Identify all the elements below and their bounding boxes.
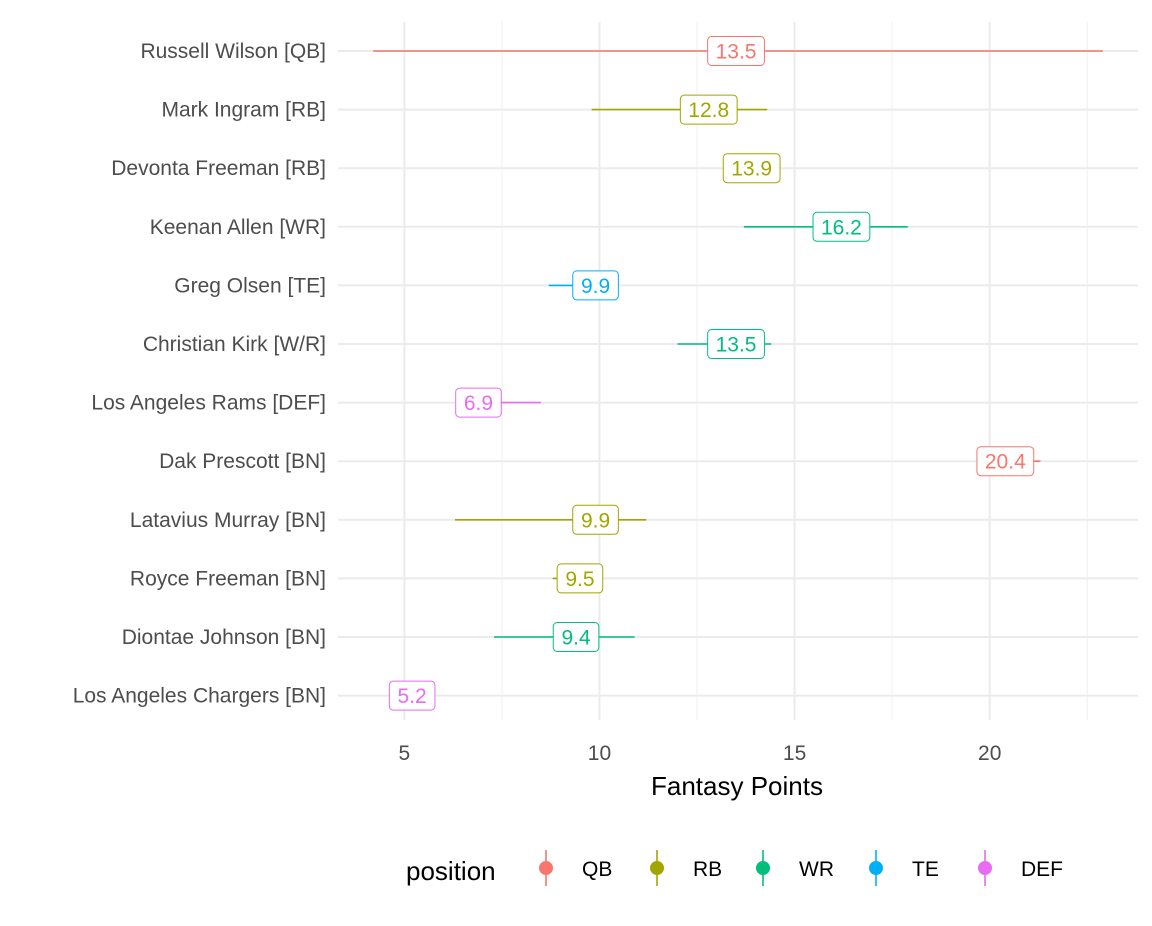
value-label-box bbox=[552, 622, 600, 652]
value-label: 13.9 bbox=[731, 158, 772, 181]
value-label: 12.8 bbox=[688, 99, 729, 122]
player-mark: 9.4 bbox=[494, 622, 635, 652]
value-label-box bbox=[572, 270, 619, 301]
value-label-box bbox=[722, 153, 781, 184]
player-mark: 12.8 bbox=[591, 94, 768, 125]
legend-label: QB bbox=[582, 858, 612, 881]
x-tick-label: 20 bbox=[978, 742, 1001, 765]
value-label: 20.4 bbox=[985, 451, 1026, 474]
x-tick-label: 15 bbox=[783, 742, 806, 765]
y-axis-labels: Russell Wilson [QB] Mark Ingram [RB] Devon… bbox=[73, 40, 326, 708]
legend-entry: TE bbox=[869, 850, 939, 886]
player-mark: 13.9 bbox=[722, 153, 781, 184]
legend-key-point bbox=[978, 861, 992, 875]
y-tick-label: Greg Olsen [TE] bbox=[174, 274, 326, 297]
y-tick-label: Christian Kirk [W/R] bbox=[143, 333, 326, 356]
x-axis-title: Fantasy Points bbox=[651, 771, 823, 801]
legend-key-point bbox=[869, 861, 883, 875]
value-label-box bbox=[572, 504, 619, 535]
value-label: 5.2 bbox=[398, 685, 427, 708]
legend-key-point bbox=[650, 861, 664, 875]
legend-entry: WR bbox=[756, 850, 834, 886]
legend: position QB RB WR TE DEF bbox=[406, 850, 1063, 886]
y-tick-label: Dak Prescott [BN] bbox=[159, 450, 326, 473]
x-tick-label: 5 bbox=[398, 742, 410, 765]
value-label-box bbox=[556, 563, 604, 594]
data-marks: 13.5 12.8 13.9 16.2 9.9 13.5 6.9 20.4 9.9 9.5 9.4 5… bbox=[373, 36, 1103, 711]
legend-entry: QB bbox=[539, 850, 612, 886]
value-label: 9.9 bbox=[581, 275, 610, 298]
y-tick-label: Devonta Freeman [RB] bbox=[111, 157, 326, 180]
legend-label: TE bbox=[912, 858, 939, 881]
y-tick-label: Mark Ingram [RB] bbox=[161, 99, 326, 122]
legend-title: position bbox=[406, 856, 496, 886]
x-tick-label: 10 bbox=[588, 742, 611, 765]
value-label-box bbox=[707, 36, 765, 66]
player-mark: 16.2 bbox=[743, 211, 908, 242]
legend-key-point bbox=[756, 861, 770, 875]
value-label: 13.5 bbox=[716, 41, 757, 64]
y-tick-label: Diontae Johnson [BN] bbox=[122, 626, 326, 649]
legend-label: DEF bbox=[1021, 858, 1063, 881]
y-tick-label: Los Angeles Rams [DEF] bbox=[91, 392, 326, 415]
x-axis-ticks: 5 10 15 20 bbox=[398, 742, 1001, 765]
value-label: 9.9 bbox=[581, 509, 610, 532]
legend-key-point bbox=[539, 861, 553, 875]
player-mark: 13.5 bbox=[373, 36, 1103, 66]
value-label: 9.4 bbox=[561, 627, 591, 650]
value-label-box bbox=[455, 387, 502, 418]
y-tick-label: Los Angeles Chargers [BN] bbox=[73, 685, 326, 708]
legend-entry: DEF bbox=[978, 850, 1063, 886]
player-mark: 9.9 bbox=[548, 270, 619, 301]
value-label: 13.5 bbox=[716, 334, 757, 357]
legend-label: RB bbox=[693, 858, 722, 881]
value-label-box bbox=[388, 680, 436, 711]
value-label-box bbox=[707, 329, 765, 359]
player-mark: 9.9 bbox=[455, 504, 647, 535]
value-label: 6.9 bbox=[464, 392, 493, 415]
value-label: 9.5 bbox=[565, 568, 594, 591]
player-mark: 9.5 bbox=[552, 563, 604, 594]
player-mark: 20.4 bbox=[976, 446, 1041, 477]
y-tick-label: Royce Freeman [BN] bbox=[130, 567, 326, 590]
y-tick-label: Russell Wilson [QB] bbox=[140, 40, 326, 63]
grid bbox=[338, 22, 1138, 720]
value-label: 16.2 bbox=[821, 216, 862, 239]
value-label-box bbox=[812, 211, 871, 242]
player-mark: 5.2 bbox=[388, 680, 436, 711]
player-mark: 13.5 bbox=[677, 329, 772, 359]
y-tick-label: Keenan Allen [WR] bbox=[150, 216, 326, 239]
value-label-box bbox=[976, 446, 1035, 477]
value-label-box bbox=[679, 94, 738, 125]
legend-label: WR bbox=[799, 858, 834, 881]
legend-entry: RB bbox=[650, 850, 722, 886]
y-tick-label: Latavius Murray [BN] bbox=[130, 509, 326, 532]
player-mark: 6.9 bbox=[455, 387, 541, 418]
